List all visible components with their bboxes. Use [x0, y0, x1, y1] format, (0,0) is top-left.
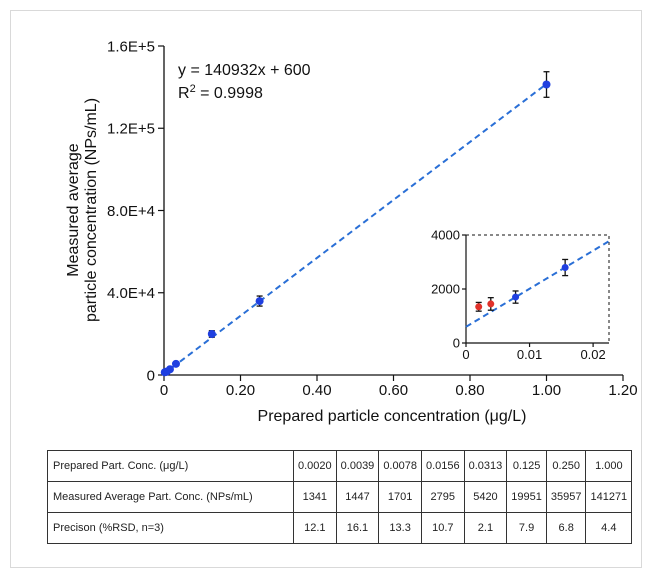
table-cell: 0.250 — [545, 450, 587, 482]
inset-data-points — [475, 258, 569, 312]
x-tick-label: 0.01 — [517, 347, 542, 362]
data-table-wrap: Prepared Part. Conc. (μg/L) 0.0020 0.0039 0… — [47, 450, 633, 544]
x-tick-label: 0.20 — [226, 382, 255, 399]
data-point — [207, 329, 216, 338]
data-point — [165, 365, 174, 374]
table-cell: 19951 — [506, 481, 547, 513]
table-cell: 6.8 — [545, 512, 587, 544]
calibration-chart: 0 0.20 0.40 0.60 0.80 1.00 1.20 0 4.0E+4 8.0E+4 1.… — [65, 38, 638, 425]
svg-text:particle concentration (NPs/mL: particle concentration (NPs/mL) — [83, 98, 100, 322]
svg-text:Measured average: Measured average — [65, 143, 82, 277]
data-point — [475, 301, 483, 312]
point-marker — [512, 293, 520, 301]
data-point — [542, 71, 551, 98]
table-cell: 0.0078 — [378, 450, 422, 482]
x-axis-label: Prepared particle concentration (μg/L) — [258, 408, 527, 425]
y-axis-label: Measured average particle concentration … — [65, 98, 100, 322]
fit-line — [465, 240, 610, 328]
y-tick-label: 4.0E+4 — [107, 285, 155, 302]
table-row: Measured Average Part. Conc. (NPs/mL) 134… — [47, 481, 633, 513]
table-cell: 0.0313 — [463, 450, 508, 482]
point-marker — [165, 365, 174, 374]
y-tick-label: 1.2E+5 — [107, 121, 155, 138]
point-marker — [207, 329, 216, 338]
table-cell: 1341 — [293, 481, 337, 513]
table-cell: 16.1 — [335, 512, 380, 544]
point-marker — [561, 264, 569, 272]
table-cell: 0.0039 — [335, 450, 380, 482]
table-cell: 1701 — [378, 481, 422, 513]
x-tick-label: 1.00 — [532, 382, 561, 399]
x-tick-label: 0.60 — [379, 382, 408, 399]
x-tick-label: 1.20 — [608, 382, 637, 399]
data-point — [487, 297, 495, 311]
x-tick-label: 0 — [160, 382, 168, 399]
fit-line — [163, 83, 548, 375]
point-marker — [475, 303, 483, 311]
x-tick-label: 0.80 — [455, 382, 484, 399]
x-tick-label: 0.02 — [580, 347, 605, 362]
data-point — [561, 258, 569, 277]
table-cell: 2.1 — [463, 512, 508, 544]
row-label: Precison (%RSD, n=3) — [47, 512, 294, 544]
r-squared: R2 = 0.9998 — [178, 83, 263, 102]
table-cell: 0.0020 — [293, 450, 337, 482]
table-cell: 10.7 — [420, 512, 465, 544]
table-cell: 2795 — [420, 481, 465, 513]
x-tick-label: 0.40 — [302, 382, 331, 399]
table-cell: 4.4 — [585, 512, 633, 544]
data-point — [171, 359, 180, 368]
point-marker — [542, 80, 551, 89]
row-label: Measured Average Part. Conc. (NPs/mL) — [47, 481, 294, 513]
table-cell: 141271 — [585, 481, 633, 513]
point-marker — [255, 297, 264, 306]
table-cell: 0.0156 — [420, 450, 465, 482]
fit-equation: y = 140932x + 600 — [178, 62, 311, 79]
table-row: Prepared Part. Conc. (μg/L) 0.0020 0.0039 0… — [47, 450, 633, 482]
table-cell: 5420 — [463, 481, 508, 513]
y-tick-label: 8.0E+4 — [107, 203, 155, 220]
table-cell: 13.3 — [378, 512, 422, 544]
main-axis-ticks: 0 0.20 0.40 0.60 0.80 1.00 1.20 0 4.0E+4 8.0E+4 1.… — [107, 38, 638, 399]
table-cell: 7.9 — [506, 512, 547, 544]
table-cell: 1447 — [335, 481, 380, 513]
table-cell: 35957 — [545, 481, 587, 513]
y-tick-label: 0 — [453, 336, 460, 351]
table-cell: 12.1 — [293, 512, 337, 544]
point-marker — [487, 300, 495, 308]
main-fit-line — [163, 83, 548, 375]
inset-fit-line — [465, 240, 610, 328]
data-point — [512, 290, 520, 304]
y-tick-label: 1.6E+5 — [107, 38, 155, 55]
table-cell: 1.000 — [585, 450, 633, 482]
data-table: Prepared Part. Conc. (μg/L) 0.0020 0.0039 0… — [47, 450, 633, 544]
row-label: Prepared Part. Conc. (μg/L) — [47, 450, 294, 482]
y-tick-label: 4000 — [431, 228, 460, 243]
x-tick-label: 0 — [462, 347, 469, 362]
table-cell: 0.125 — [506, 450, 547, 482]
y-tick-label: 2000 — [431, 282, 460, 297]
y-tick-label: 0 — [147, 367, 155, 384]
table-row: Precison (%RSD, n=3) 12.1 16.1 13.3 10.7 2.1 7… — [47, 512, 633, 544]
inset-frame — [465, 234, 610, 344]
main-data-points — [160, 71, 551, 377]
point-marker — [171, 359, 180, 368]
data-point — [255, 295, 264, 307]
inset-axis-ticks: 0 0.01 0.02 0 2000 4000 — [431, 228, 606, 362]
